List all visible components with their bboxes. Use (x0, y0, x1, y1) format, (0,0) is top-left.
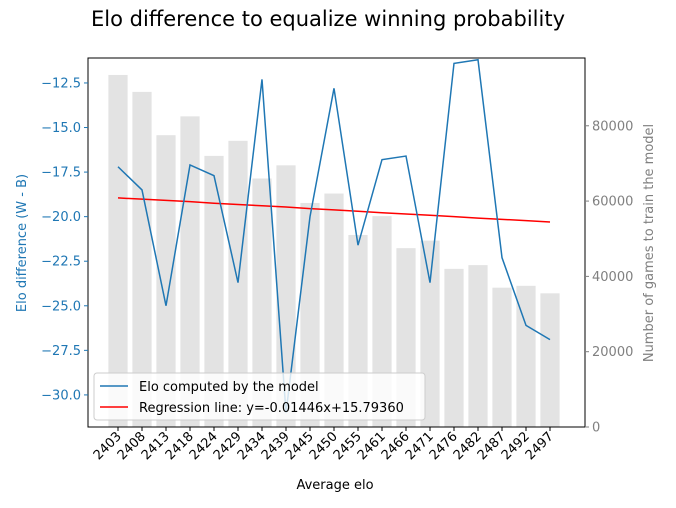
left-tick-label: −25.0 (41, 299, 81, 314)
chart-title: Elo difference to equalize winning proba… (91, 7, 565, 31)
games-bar (516, 285, 536, 427)
right-tick-label: 0 (592, 421, 600, 436)
games-bar (108, 74, 128, 427)
right-tick-label: 20000 (592, 345, 633, 360)
games-bar (132, 91, 152, 427)
regression-line (117, 197, 551, 223)
legend-frame (93, 372, 426, 421)
plot-area (87, 57, 586, 428)
elo-line (117, 58, 551, 413)
x-axis-label: Average elo (296, 478, 373, 493)
right-tick-label: 80000 (592, 119, 633, 134)
games-bar (492, 287, 512, 427)
games-bar (324, 193, 344, 427)
legend: Elo computed by the model Regression lin… (93, 372, 426, 421)
left-tick-label: −30.0 (41, 388, 81, 403)
legend-label-regression: Regression line: y=-0.01446x+15.79360 (139, 401, 404, 416)
left-axis-ticks: −12.5 −15.0 −17.5 −20.0 −22.5 −25.0 −27.5 −30.0 (41, 76, 88, 403)
games-bar (156, 135, 176, 427)
games-bar (468, 265, 488, 427)
regression-series (117, 197, 551, 223)
left-tick-label: −22.5 (41, 255, 81, 270)
right-axis-label: Number of games to train the model (642, 124, 657, 362)
x-axis-ticks: 2403240824132418242424292434243924452450… (91, 427, 557, 463)
right-tick-label: 60000 (592, 195, 633, 210)
x-tick-label: 2497 (523, 429, 557, 463)
elo-series (117, 58, 551, 413)
legend-label-elo: Elo computed by the model (139, 380, 319, 395)
left-axis-label: Elo difference (W - B) (15, 174, 30, 312)
left-tick-label: −20.0 (41, 210, 81, 225)
games-bar (276, 165, 296, 427)
games-bar (540, 293, 560, 427)
right-axis-ticks: 0 20000 40000 60000 80000 (585, 119, 633, 436)
left-tick-label: −27.5 (41, 344, 81, 359)
left-tick-label: −12.5 (41, 76, 81, 91)
games-bar (444, 268, 464, 427)
games-bar (228, 140, 248, 427)
left-tick-label: −15.0 (41, 121, 81, 136)
left-tick-label: −17.5 (41, 166, 81, 181)
games-bar (252, 178, 272, 427)
right-tick-label: 40000 (592, 270, 633, 285)
games-bar (204, 155, 224, 428)
